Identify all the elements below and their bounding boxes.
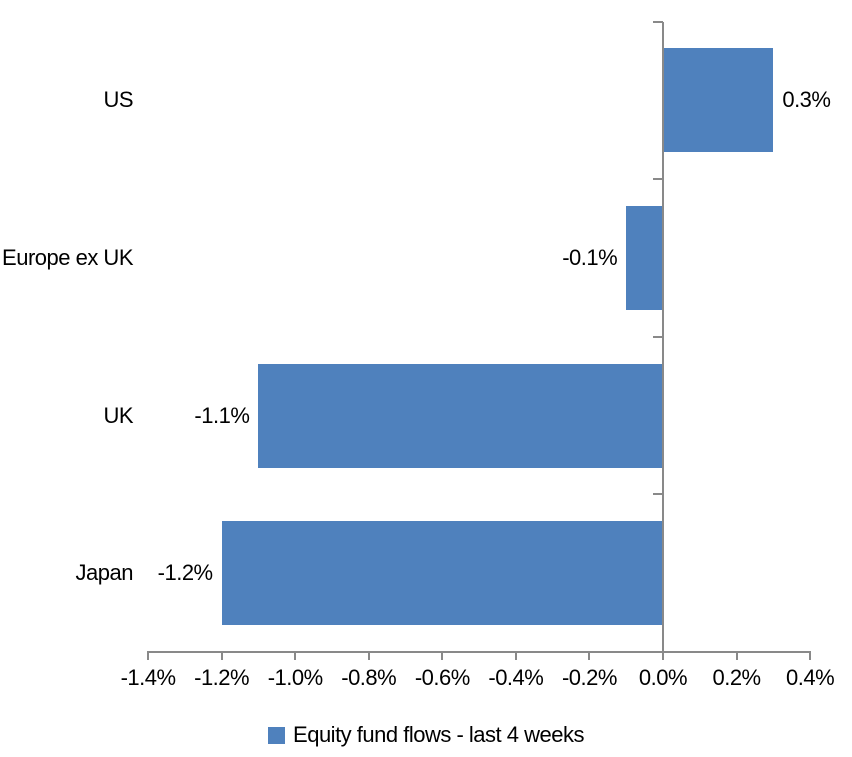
value-axis-tick-label: -1.0% bbox=[267, 665, 323, 690]
value-axis-tick-label: -0.2% bbox=[561, 665, 617, 690]
value-label: -0.1% bbox=[562, 244, 618, 270]
value-axis-tick-label: -1.2% bbox=[194, 665, 250, 690]
category-axis-tick bbox=[653, 493, 663, 496]
value-axis-line bbox=[148, 651, 812, 653]
category-label: Europe ex UK bbox=[2, 244, 133, 270]
value-axis-tick bbox=[809, 651, 812, 660]
value-axis-tick bbox=[367, 651, 370, 660]
value-label: -1.2% bbox=[157, 560, 213, 586]
category-axis-line bbox=[662, 21, 664, 659]
legend-swatch-icon bbox=[268, 726, 286, 744]
value-axis-tick bbox=[147, 651, 150, 660]
chart-legend: Equity fund flows - last 4 weeks bbox=[0, 722, 852, 748]
category-label: UK bbox=[103, 402, 133, 428]
value-axis-tick-label: -0.6% bbox=[414, 665, 470, 690]
value-label: -1.1% bbox=[194, 402, 250, 428]
value-axis-tick-label: -0.4% bbox=[488, 665, 544, 690]
bar-japan bbox=[221, 521, 663, 626]
category-axis-tick bbox=[653, 20, 663, 23]
value-axis-tick-label: 0.4% bbox=[786, 665, 835, 690]
value-axis-tick-label: -1.4% bbox=[120, 665, 176, 690]
value-axis-tick bbox=[220, 651, 223, 660]
legend-label: Equity fund flows - last 4 weeks bbox=[293, 722, 584, 747]
category-label: Japan bbox=[75, 560, 134, 586]
value-label: 0.3% bbox=[782, 87, 831, 113]
category-axis-tick bbox=[653, 335, 663, 338]
value-axis-tick-label: -0.8% bbox=[341, 665, 397, 690]
value-axis-tick bbox=[441, 651, 444, 660]
bar-europe-ex-uk bbox=[626, 205, 663, 310]
value-axis-tick bbox=[514, 651, 517, 660]
value-axis-tick-label: 0.2% bbox=[712, 665, 761, 690]
bar-us bbox=[663, 48, 774, 153]
value-axis-tick bbox=[588, 651, 591, 660]
category-axis-tick bbox=[653, 178, 663, 181]
bar-uk bbox=[258, 363, 663, 468]
category-label: US bbox=[103, 87, 133, 113]
value-axis-tick bbox=[735, 651, 738, 660]
value-axis-tick bbox=[662, 651, 664, 660]
value-axis-tick-label: 0.0% bbox=[638, 665, 688, 690]
value-axis-tick bbox=[294, 651, 297, 660]
